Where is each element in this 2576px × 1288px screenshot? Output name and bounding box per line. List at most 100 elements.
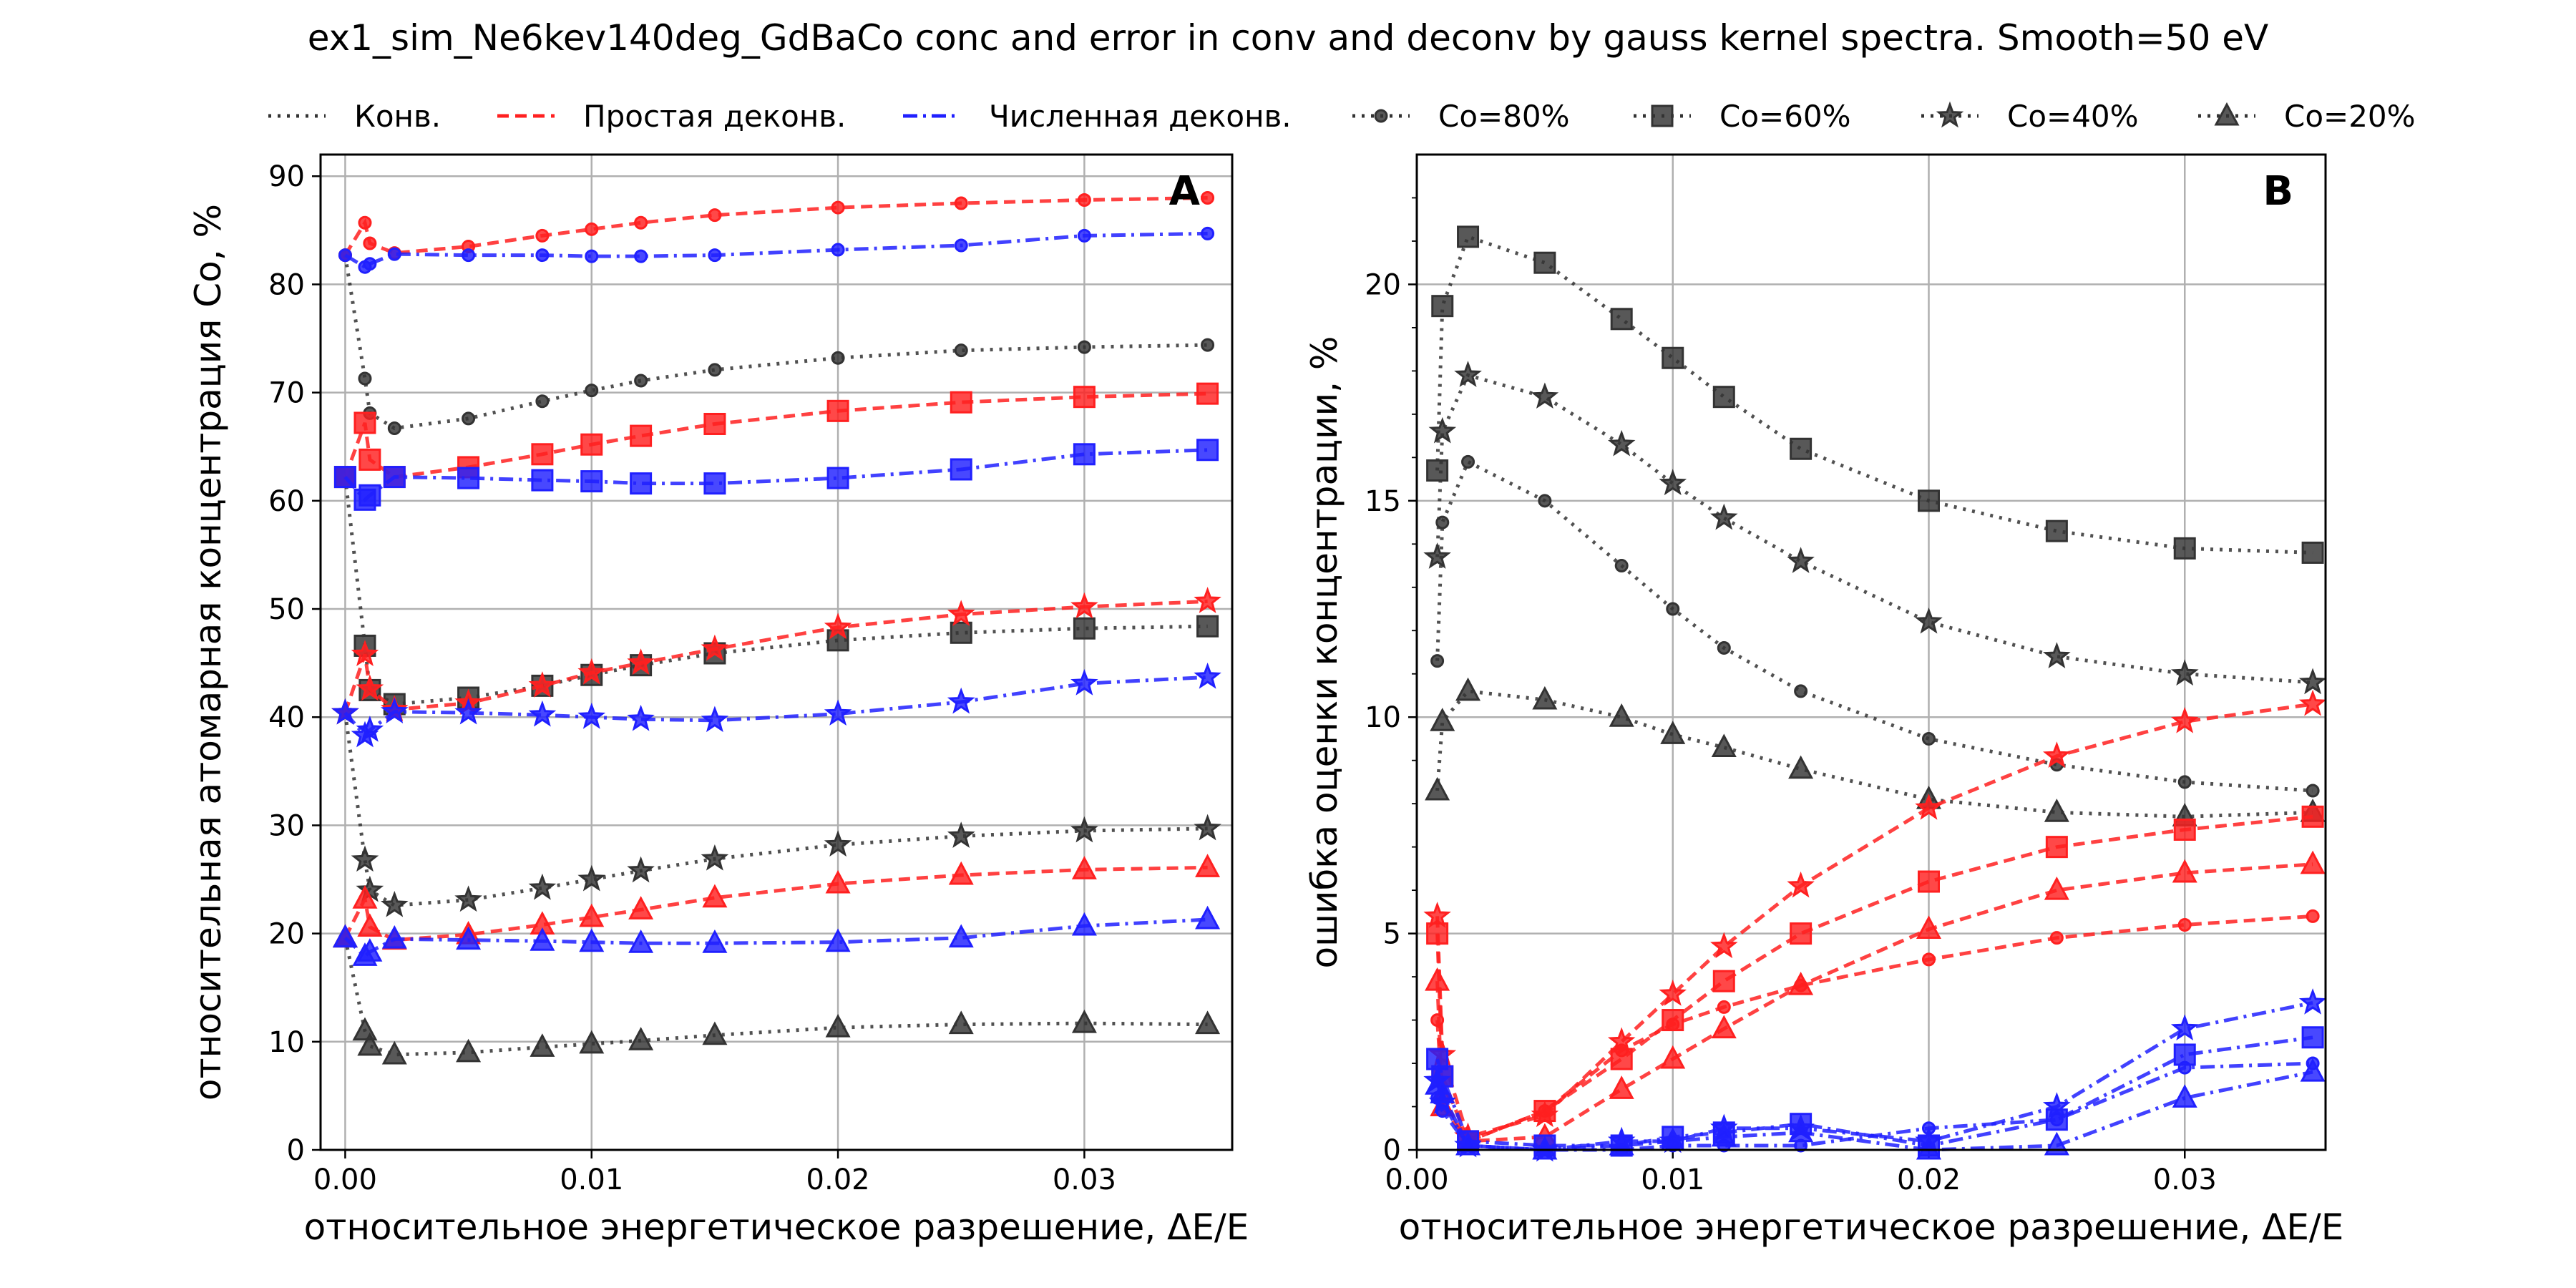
data-point <box>363 236 377 250</box>
data-point <box>1788 972 1814 995</box>
data-point <box>824 613 852 640</box>
data-point <box>528 700 557 727</box>
y-tick-label: 70 <box>268 377 305 410</box>
data-point <box>1070 592 1098 619</box>
data-point <box>708 363 722 377</box>
data-point <box>338 248 352 263</box>
data-point <box>1201 338 1215 352</box>
data-point <box>363 257 377 271</box>
legend-marker <box>1374 109 1388 123</box>
x-axis-label: относительное энергетическое разрешение,… <box>304 1206 1249 1248</box>
data-point <box>1710 932 1738 959</box>
series-line <box>1435 1070 2313 1152</box>
data-point <box>954 196 968 210</box>
data-point <box>1423 542 1451 569</box>
data-point <box>1531 1101 1559 1128</box>
legend-entry: Численная деконв. <box>903 99 1292 134</box>
data-point <box>456 926 482 950</box>
data-point <box>948 924 974 948</box>
data-point <box>585 222 599 236</box>
data-point <box>826 399 849 422</box>
data-point <box>535 394 550 409</box>
data-point <box>1070 669 1098 696</box>
data-point <box>454 885 482 912</box>
data-point <box>577 702 606 729</box>
data-point <box>831 243 845 257</box>
data-point <box>1915 793 1943 820</box>
data-point <box>627 648 655 675</box>
data-point <box>1071 912 1097 936</box>
series-simple-star <box>331 587 1221 725</box>
data-point <box>2173 818 2196 841</box>
data-point <box>580 470 603 493</box>
series-line <box>1435 1035 2313 1148</box>
data-point <box>2306 909 2320 923</box>
panel-label: A <box>1169 168 1201 215</box>
data-point <box>2298 988 2327 1015</box>
data-point <box>1538 494 1552 508</box>
series-numeric-circle <box>338 226 1215 274</box>
x-tick-label: 0.03 <box>1053 1163 1116 1196</box>
data-point <box>2170 659 2199 686</box>
data-point <box>701 844 729 871</box>
data-point <box>1614 559 1629 573</box>
data-point <box>579 1030 605 1054</box>
data-point <box>702 884 728 908</box>
legend-label: Численная деконв. <box>989 99 1292 134</box>
series-group <box>331 190 1221 1065</box>
data-point <box>579 903 605 927</box>
legend-entry: Co=60% <box>1634 99 1851 134</box>
data-point <box>381 1040 407 1065</box>
data-point <box>1071 1009 1097 1033</box>
data-point <box>1532 686 1558 710</box>
data-point <box>358 484 381 507</box>
legend-entry: Простая деконв. <box>497 99 846 134</box>
data-point <box>1710 503 1738 530</box>
data-point <box>825 1013 851 1038</box>
x-tick-label: 0.03 <box>2153 1163 2217 1196</box>
data-point <box>1711 1015 1737 1039</box>
data-point <box>531 443 554 466</box>
data-point <box>2306 784 2320 798</box>
data-point <box>1666 602 1680 616</box>
data-point <box>1423 902 1451 928</box>
data-point <box>2301 1026 2324 1049</box>
data-point <box>2042 741 2071 769</box>
data-point <box>357 913 383 937</box>
legend-label: Простая деконв. <box>583 99 846 134</box>
data-point <box>824 830 852 857</box>
data-point <box>825 928 851 952</box>
data-point <box>824 699 852 726</box>
data-point <box>1717 1000 1731 1014</box>
x-axis-label: относительное энергетическое разрешение,… <box>1399 1206 2344 1248</box>
data-point <box>1610 308 1633 331</box>
x-tick-label: 0.02 <box>806 1163 870 1196</box>
data-point <box>333 466 356 489</box>
data-point <box>358 448 381 471</box>
data-point <box>1532 1136 1558 1160</box>
data-point <box>1077 193 1091 208</box>
data-point <box>950 621 972 644</box>
data-point <box>1196 439 1219 462</box>
series-numeric-star <box>331 663 1221 748</box>
legend-marker <box>1936 101 1964 128</box>
data-point <box>1194 663 1221 689</box>
data-point <box>2049 931 2064 945</box>
data-point <box>1196 382 1219 405</box>
data-point <box>528 873 557 900</box>
data-point <box>1711 1123 1737 1147</box>
data-point <box>628 896 654 919</box>
legend-marker <box>1651 104 1674 127</box>
data-point <box>1921 952 1936 967</box>
data-point <box>1609 1075 1634 1099</box>
series-numeric-triangle <box>332 905 1221 966</box>
data-point <box>352 885 378 909</box>
data-point <box>1196 615 1219 638</box>
data-point <box>1712 386 1735 409</box>
data-point <box>954 238 968 253</box>
data-point <box>702 1021 728 1045</box>
legend-marker <box>2214 102 2240 126</box>
data-point <box>387 247 401 261</box>
data-point <box>1455 677 1481 701</box>
